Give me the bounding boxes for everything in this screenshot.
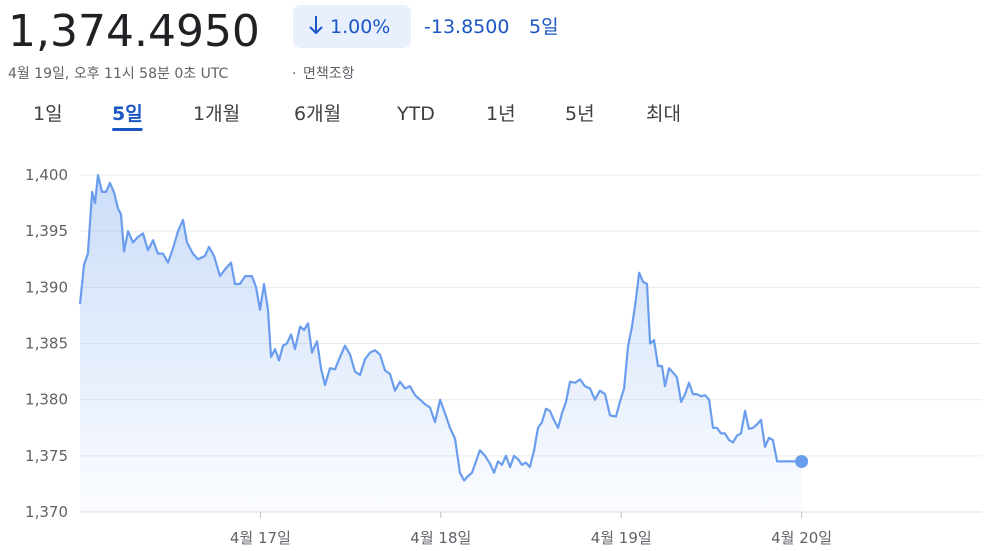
range-tab[interactable]: YTD (396, 103, 435, 125)
y-tick-label: 1,375 (25, 447, 68, 465)
x-tick-label: 4월 19일 (591, 529, 652, 547)
y-tick-label: 1,390 (25, 278, 68, 296)
price: 1,374.4950 (8, 6, 260, 57)
x-tick-label: 4월 18일 (410, 529, 471, 547)
range-tab[interactable]: 5년 (565, 103, 595, 125)
range-tab[interactable]: 1년 (486, 103, 516, 125)
down-arrow-icon (309, 16, 323, 35)
range-tab[interactable]: 5일 (112, 103, 143, 125)
area-fill (80, 175, 802, 512)
change-period: 5일 (529, 16, 559, 38)
x-tick-label: 4월 17일 (230, 529, 291, 547)
range-tab[interactable]: 최대 (646, 103, 681, 125)
y-tick-label: 1,385 (25, 335, 68, 353)
separator: · (292, 66, 296, 82)
last-point (795, 455, 809, 469)
y-tick-label: 1,400 (25, 166, 68, 184)
range-tabs: 1일 5일 1개월 6개월 YTD 1년 5년 최대 (33, 103, 681, 131)
tab-underline (112, 128, 143, 131)
chart: 1,370 1,375 1,380 1,385 1,390 1,395 1,400 4월 17… (25, 166, 982, 547)
change-percent: 1.00% (330, 16, 390, 38)
change-value: -13.8500 (424, 16, 509, 38)
x-tick-label: 4월 20일 (771, 529, 832, 547)
y-tick-label: 1,395 (25, 222, 68, 240)
timestamp: 4월 19일, 오후 11시 58분 0초 UTC (8, 66, 229, 82)
disclaimer-link[interactable]: 면책조항 (303, 66, 355, 82)
range-tab[interactable]: 1일 (33, 103, 63, 125)
range-tab[interactable]: 6개월 (294, 103, 341, 125)
y-tick-label: 1,380 (25, 391, 68, 409)
change-badge (293, 5, 411, 48)
y-tick-label: 1,370 (25, 503, 68, 521)
price-line (78, 173, 802, 482)
range-tab[interactable]: 1개월 (193, 103, 240, 125)
